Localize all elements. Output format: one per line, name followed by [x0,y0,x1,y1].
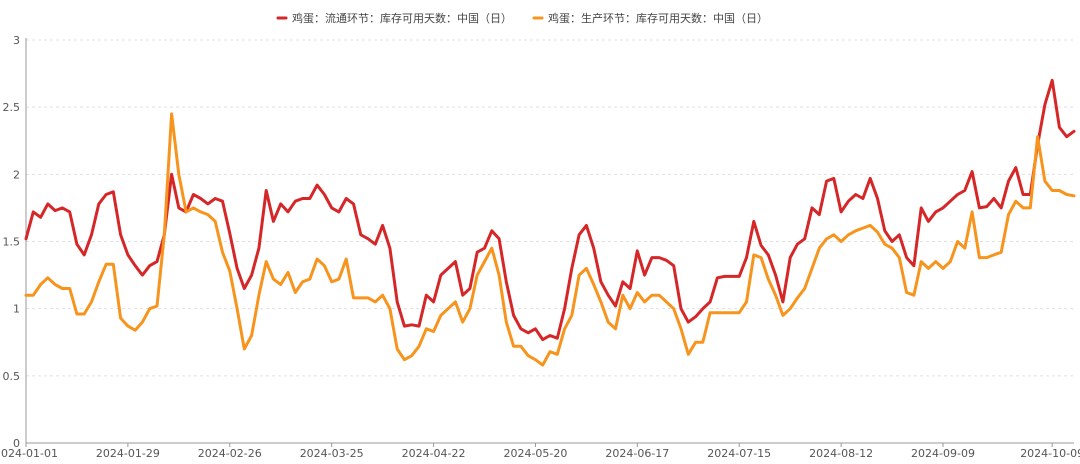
y-tick-label: 0 [13,437,20,450]
x-tick-label: 2024-10-09 [1020,447,1080,460]
legend-label-1[interactable]: 鸡蛋：生产环节：库存可用天数：中国（日） [548,11,768,25]
x-tick-label: 2024-08-12 [809,447,873,460]
y-tick-label: 1 [13,303,20,316]
y-tick-label: 2 [13,168,20,181]
legend[interactable]: 鸡蛋：流通环节：库存可用天数：中国（日） 鸡蛋：生产环节：库存可用天数：中国（日） [276,11,768,25]
x-tick-label: 2024-06-17 [605,447,669,460]
x-tick-label: 2024-05-20 [503,447,567,460]
y-tick-label: 1.5 [3,236,21,249]
grid-layer [26,39,1074,377]
x-tick-label: 2024-09-09 [911,447,975,460]
series-line-1[interactable] [24,112,1076,367]
y-tick-label: 2.5 [3,101,21,114]
y-tick-label: 3 [13,34,20,47]
axes-layer: 0 0.5 1 1.5 2 2.5 3 2024-01-01 2024-01-29 2024-02… [0,34,1080,460]
series-layer [24,78,1076,367]
series-line-0[interactable] [24,78,1076,342]
y-tick-label: 0.5 [3,370,21,383]
legend-label-0[interactable]: 鸡蛋：流通环节：库存可用天数：中国（日） [292,11,512,25]
x-tick-label: 2024-07-15 [707,447,771,460]
x-tick-label: 2024-03-25 [300,447,364,460]
x-tick-label: 2024-01-29 [96,447,160,460]
x-tick-label: 2024-01-01 [0,447,58,460]
x-tick-label: 2024-04-22 [402,447,466,460]
x-tick-label: 2024-02-26 [198,447,262,460]
